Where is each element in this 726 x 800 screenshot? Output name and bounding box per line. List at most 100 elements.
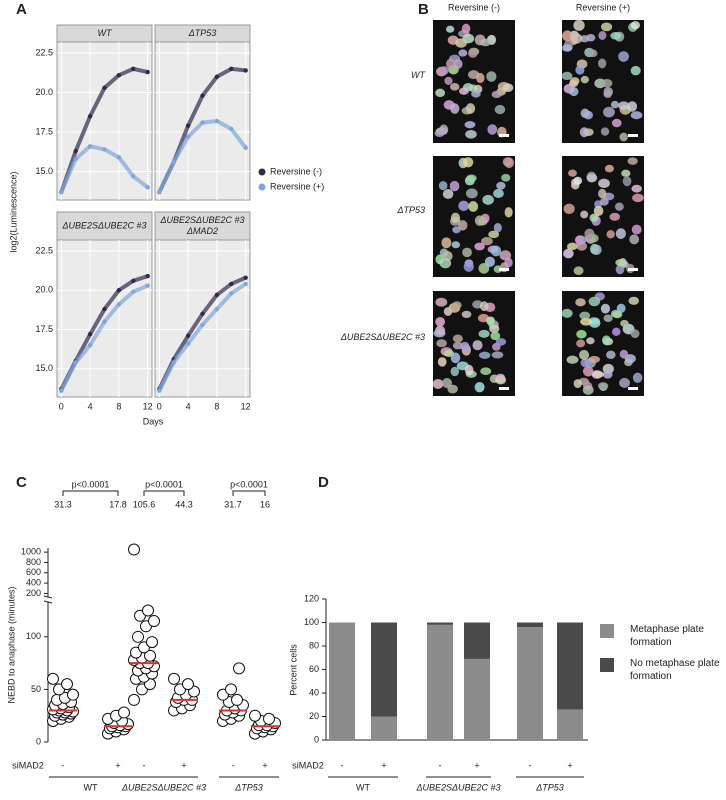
nucleus [588,296,601,307]
nucleus [591,244,602,256]
data-point [128,543,140,556]
panel-label: A [16,1,27,18]
group-label: ΔUBE2SΔUBE2C #3 [121,782,206,792]
category-label: - [439,760,442,770]
data-point [73,148,78,154]
y-axis-label: NEBD to anaphase (minutes) [6,586,16,703]
nucleus [631,224,642,235]
nucleus [468,201,479,212]
nucleus [604,164,614,173]
nucleus [490,245,502,257]
nucleus [464,364,474,376]
data-point [102,85,107,91]
nucleus [603,90,612,99]
nucleus [603,106,615,118]
nucleus [630,21,641,30]
nucleus [495,338,507,346]
nucleus [452,334,463,343]
bar-segment [427,624,453,740]
y-tick-label: 0 [36,736,41,746]
nucleus [479,301,489,312]
nucleus [619,377,630,388]
nucleus [615,259,627,267]
data-point [102,319,107,324]
nucleus [445,25,455,33]
data-point [225,683,237,696]
nucleus [442,189,454,199]
facet-title: ΔTP53 [188,28,217,38]
x-axis-label: siMAD2 [12,760,44,770]
data-point [116,302,122,307]
facet-title: ΔUBE2SΔUBE2C #3 [159,215,244,225]
data-point [200,93,205,98]
data-point [131,278,136,284]
nucleus [563,203,575,215]
nucleus [615,228,627,239]
nucleus [588,49,598,58]
data-point [148,615,160,628]
nucleus [631,184,643,193]
plot-background [56,41,153,201]
nucleus [438,181,448,191]
nucleus [593,205,604,217]
nucleus [602,335,611,346]
column-label: Reversine (-) [448,2,500,12]
nucleus [632,193,644,203]
scale-bar [628,268,638,271]
nucleus [476,72,485,84]
significance-bracket [62,490,119,496]
nucleus [589,213,599,222]
legend-label: Reversine (-) [270,166,322,176]
nucleus [495,373,506,382]
legend-label: Reversine (+) [270,181,324,191]
nucleus [563,248,574,259]
data-point [214,74,220,79]
scale-bar [499,134,509,137]
group-label: ΔTP53 [535,782,564,792]
nucleus [570,33,583,44]
nucleus [561,308,573,318]
bar-segment [517,622,543,628]
nucleus [610,31,622,40]
nucleus [486,317,495,326]
nucleus [616,303,626,314]
nucleus [614,202,624,211]
facet-title: ΔMAD2 [186,226,218,236]
nucleus [599,197,609,206]
category-label: + [474,760,479,770]
nucleus [484,256,496,268]
y-tick-label: 15.0 [35,363,53,373]
data-point [102,147,107,152]
nucleus [584,228,595,240]
nucleus [478,329,490,338]
legend-swatch [600,658,614,672]
bar-segment [557,709,583,740]
category-label: - [232,760,235,770]
nucleus [479,351,491,359]
y-tick-label: 100 [26,631,41,641]
data-point [118,706,130,719]
summary-label: 31.7 [224,499,242,509]
summary-label: 31.3 [54,499,72,509]
nucleus [474,215,485,226]
nucleus [611,118,622,128]
bar-segment [517,627,543,740]
nucleus [435,88,446,98]
p-value: p<0.0001 [145,479,183,489]
y-tick-label: 17.5 [35,126,53,136]
row-label: WT [411,70,426,80]
facet-title: WT [98,28,113,38]
nucleus [441,378,453,389]
data-point [144,649,156,662]
nucleus [591,370,604,378]
category-label: + [115,760,120,770]
nucleus [464,121,476,129]
micrograph [562,156,644,277]
nucleus [460,341,470,351]
data-point [171,360,176,365]
axis-break [43,600,53,604]
facet-title: ΔUBE2SΔUBE2C #3 [61,220,146,230]
bar-segment [557,622,583,710]
nucleus [488,230,500,239]
